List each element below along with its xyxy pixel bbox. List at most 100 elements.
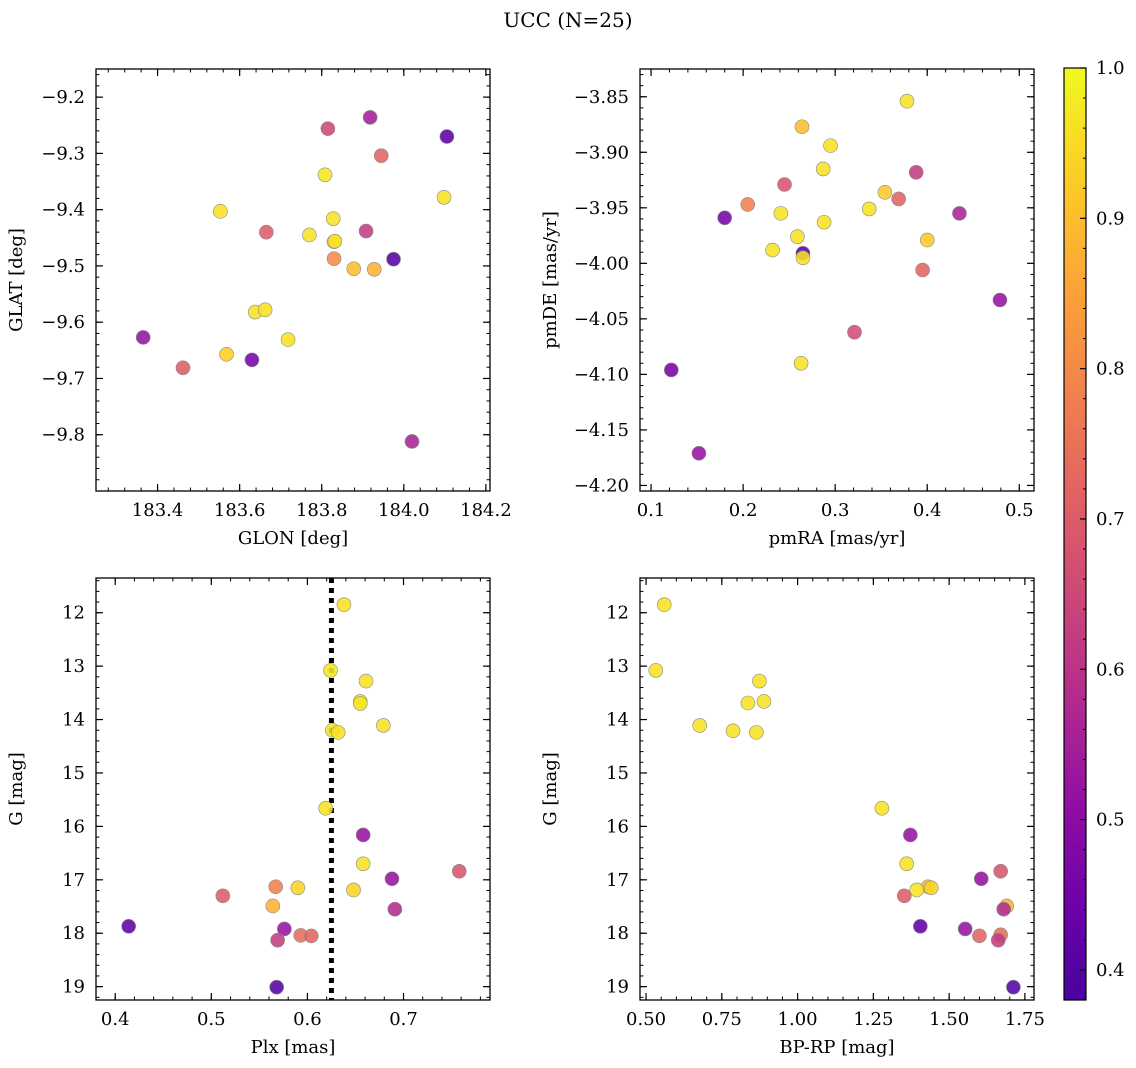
y-tick-label: 15 [606,763,629,784]
panel-glon-glat: 183.4 183.6 183.8 184.0 184.2 −9.2 −9.3 −9.4 −9.… [6,68,512,549]
x-tick-label: 183.4 [132,500,184,521]
y-axis-label: GLAT [deg] [6,228,27,332]
data-point [972,928,987,944]
y-tick-label: 19 [606,977,629,998]
x-axis-label: pmRA [mas/yr] [769,528,906,549]
data-point [269,979,284,995]
axes-frame [639,577,1035,1001]
data-point [277,921,292,937]
data-point [656,597,672,613]
data-point [749,725,764,740]
data-point [327,233,343,249]
data-point [909,882,925,898]
data-point [913,918,928,934]
data-point [952,206,967,221]
x-tick-label: 1.75 [1005,1009,1045,1030]
y-tick-label: 18 [62,923,85,944]
x-axis-label: Plx [mas] [251,1037,336,1058]
data-point [346,261,362,277]
data-point [725,723,741,739]
data-point [303,928,319,944]
data-point [973,871,989,887]
data-point [280,332,296,347]
axes-frame [95,68,491,492]
y-tick-label: −3.90 [574,142,629,163]
data-point [346,882,361,898]
x-tick-label: 0.3 [821,500,850,521]
colorbar-tick-label: 0.7 [1096,509,1125,530]
data-point [404,434,420,449]
data-point [794,119,810,135]
y-tick-label: −4.20 [574,475,629,496]
data-point [439,129,455,144]
x-tick-label: 0.5 [1005,500,1034,521]
y-tick-label: −9.8 [41,425,85,446]
data-point [919,232,935,248]
x-tick-label: 0.4 [913,500,942,521]
data-point [386,251,401,267]
data-point [436,189,452,205]
colorbar-tick-label: 1.0 [1096,58,1125,79]
y-axis-label: G [mag] [6,752,27,825]
colorbar: 0.4 0.5 0.6 0.7 0.8 0.9 1.0 [1063,58,1125,1001]
data-point [355,827,371,843]
data-point [899,856,915,872]
colorbar-tick-label: 0.5 [1096,810,1125,831]
data-point [135,330,151,345]
y-tick-label: −3.95 [574,198,629,219]
data-point [330,725,346,740]
data-point [219,346,234,362]
data-point [268,879,284,895]
data-point [903,827,918,843]
axes-frame [639,68,1035,492]
data-point [717,210,732,226]
data-point [816,214,832,230]
y-axis-label: pmDE [mas/yr] [540,211,561,349]
y-tick-label: 13 [606,656,629,677]
data-point [317,167,333,183]
y-tick-label: −3.85 [574,87,629,108]
colorbar-tick-label: 0.9 [1096,208,1125,229]
data-point [265,898,281,914]
panel-plx-g: 0.4 0.5 0.6 0.7 12 13 14 15 16 17 18 19 Plx [mas] G [… [6,577,491,1058]
data-point [891,191,906,207]
data-point [376,718,391,733]
x-axis-label: GLON [deg] [238,528,348,549]
data-point [355,856,371,872]
y-tick-label: −4.15 [574,420,629,441]
y-tick-label: 14 [62,710,85,731]
colorbar-gradient [1063,67,1087,1001]
data-point [992,292,1008,308]
y-tick-label: −9.7 [41,368,85,389]
data-point [908,164,924,180]
y-tick-label: −9.6 [41,312,85,333]
data-point [996,901,1011,917]
x-tick-label: 183.6 [214,500,266,521]
axes-frame [95,577,491,1001]
data-point [993,863,1008,879]
data-point [352,696,368,711]
colorbar-tick-label: 0.8 [1096,359,1125,380]
data-point [740,695,756,711]
data-point [366,262,382,277]
data-point [323,663,338,678]
data-point [896,888,912,904]
data-point [1006,979,1021,995]
x-tick-label: 1.00 [778,1009,818,1030]
y-tick-label: 16 [606,816,629,837]
x-tick-label: 0.75 [702,1009,742,1030]
data-point [336,597,352,613]
data-point [358,673,374,689]
y-tick-label: 16 [62,816,85,837]
x-tick-label: 184.0 [378,500,430,521]
data-point [215,888,231,904]
data-point [175,360,191,376]
x-tick-label: 1.50 [929,1009,969,1030]
panel-bprp-g: 0.50 0.75 1.00 1.25 1.50 1.75 12 13 14 15 16 17 18 19… [540,577,1045,1058]
data-point [325,211,341,226]
figure-title: UCC (N=25) [503,8,633,32]
panel-pmra-pmde: 0.1 0.2 0.3 0.4 0.5 −3.85 −3.90 −3.95 −4.00 −4.05… [540,68,1035,549]
data-point [213,204,228,219]
data-point [121,918,136,934]
